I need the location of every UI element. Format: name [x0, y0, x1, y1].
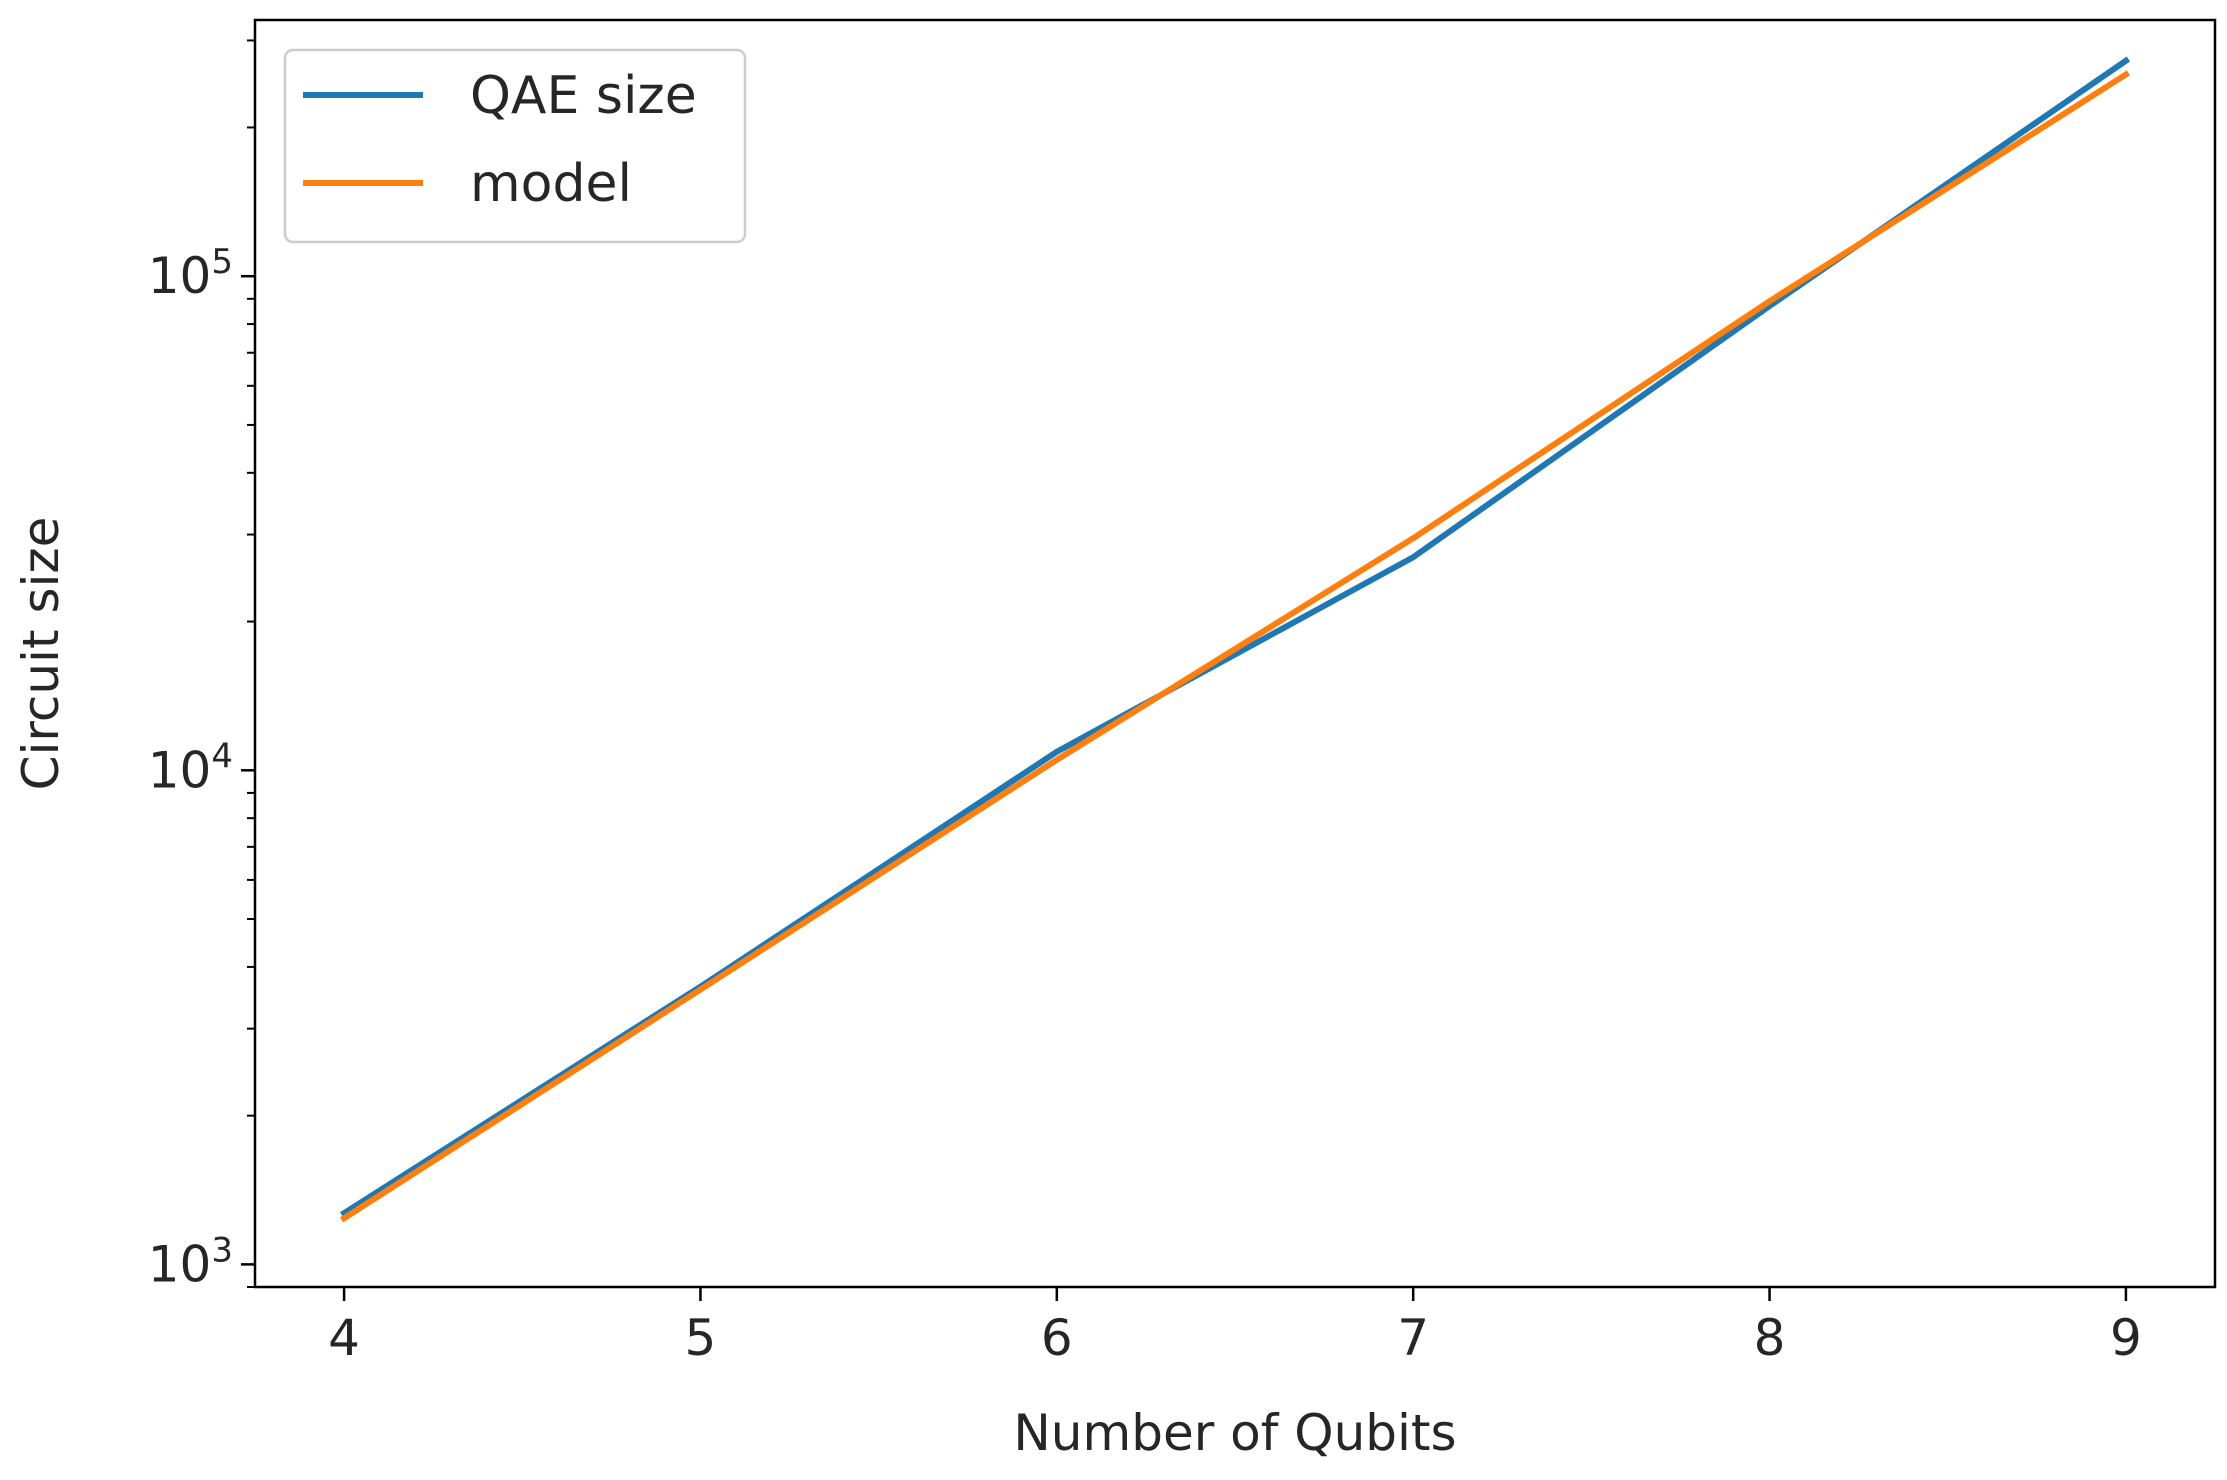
- x-tick-label: 6: [1041, 1309, 1073, 1367]
- x-tick-label: 9: [2110, 1309, 2142, 1367]
- x-tick-label: 8: [1754, 1309, 1786, 1367]
- legend-label: model: [470, 154, 632, 214]
- y-axis-label: Circuit size: [12, 517, 70, 791]
- y-tick-label: 104: [148, 736, 233, 799]
- legend-label: QAE size: [470, 66, 697, 126]
- ticks-layer: 4 5 6 7 8 9 103 104 105: [148, 39, 2142, 1367]
- x-tick-label: 4: [328, 1309, 360, 1367]
- legend: QAE size model: [283, 48, 747, 244]
- x-tick-label: 7: [1397, 1309, 1429, 1367]
- series-line-2: [339, 70, 2131, 1223]
- plot-area: [339, 56, 2131, 1223]
- x-axis-label: Number of Qubits: [1013, 1404, 1456, 1462]
- axes-frame: [253, 18, 2217, 1289]
- x-tick-label: 5: [685, 1309, 717, 1367]
- y-tick-label: 105: [148, 242, 233, 305]
- y-tick-label: 103: [148, 1230, 233, 1293]
